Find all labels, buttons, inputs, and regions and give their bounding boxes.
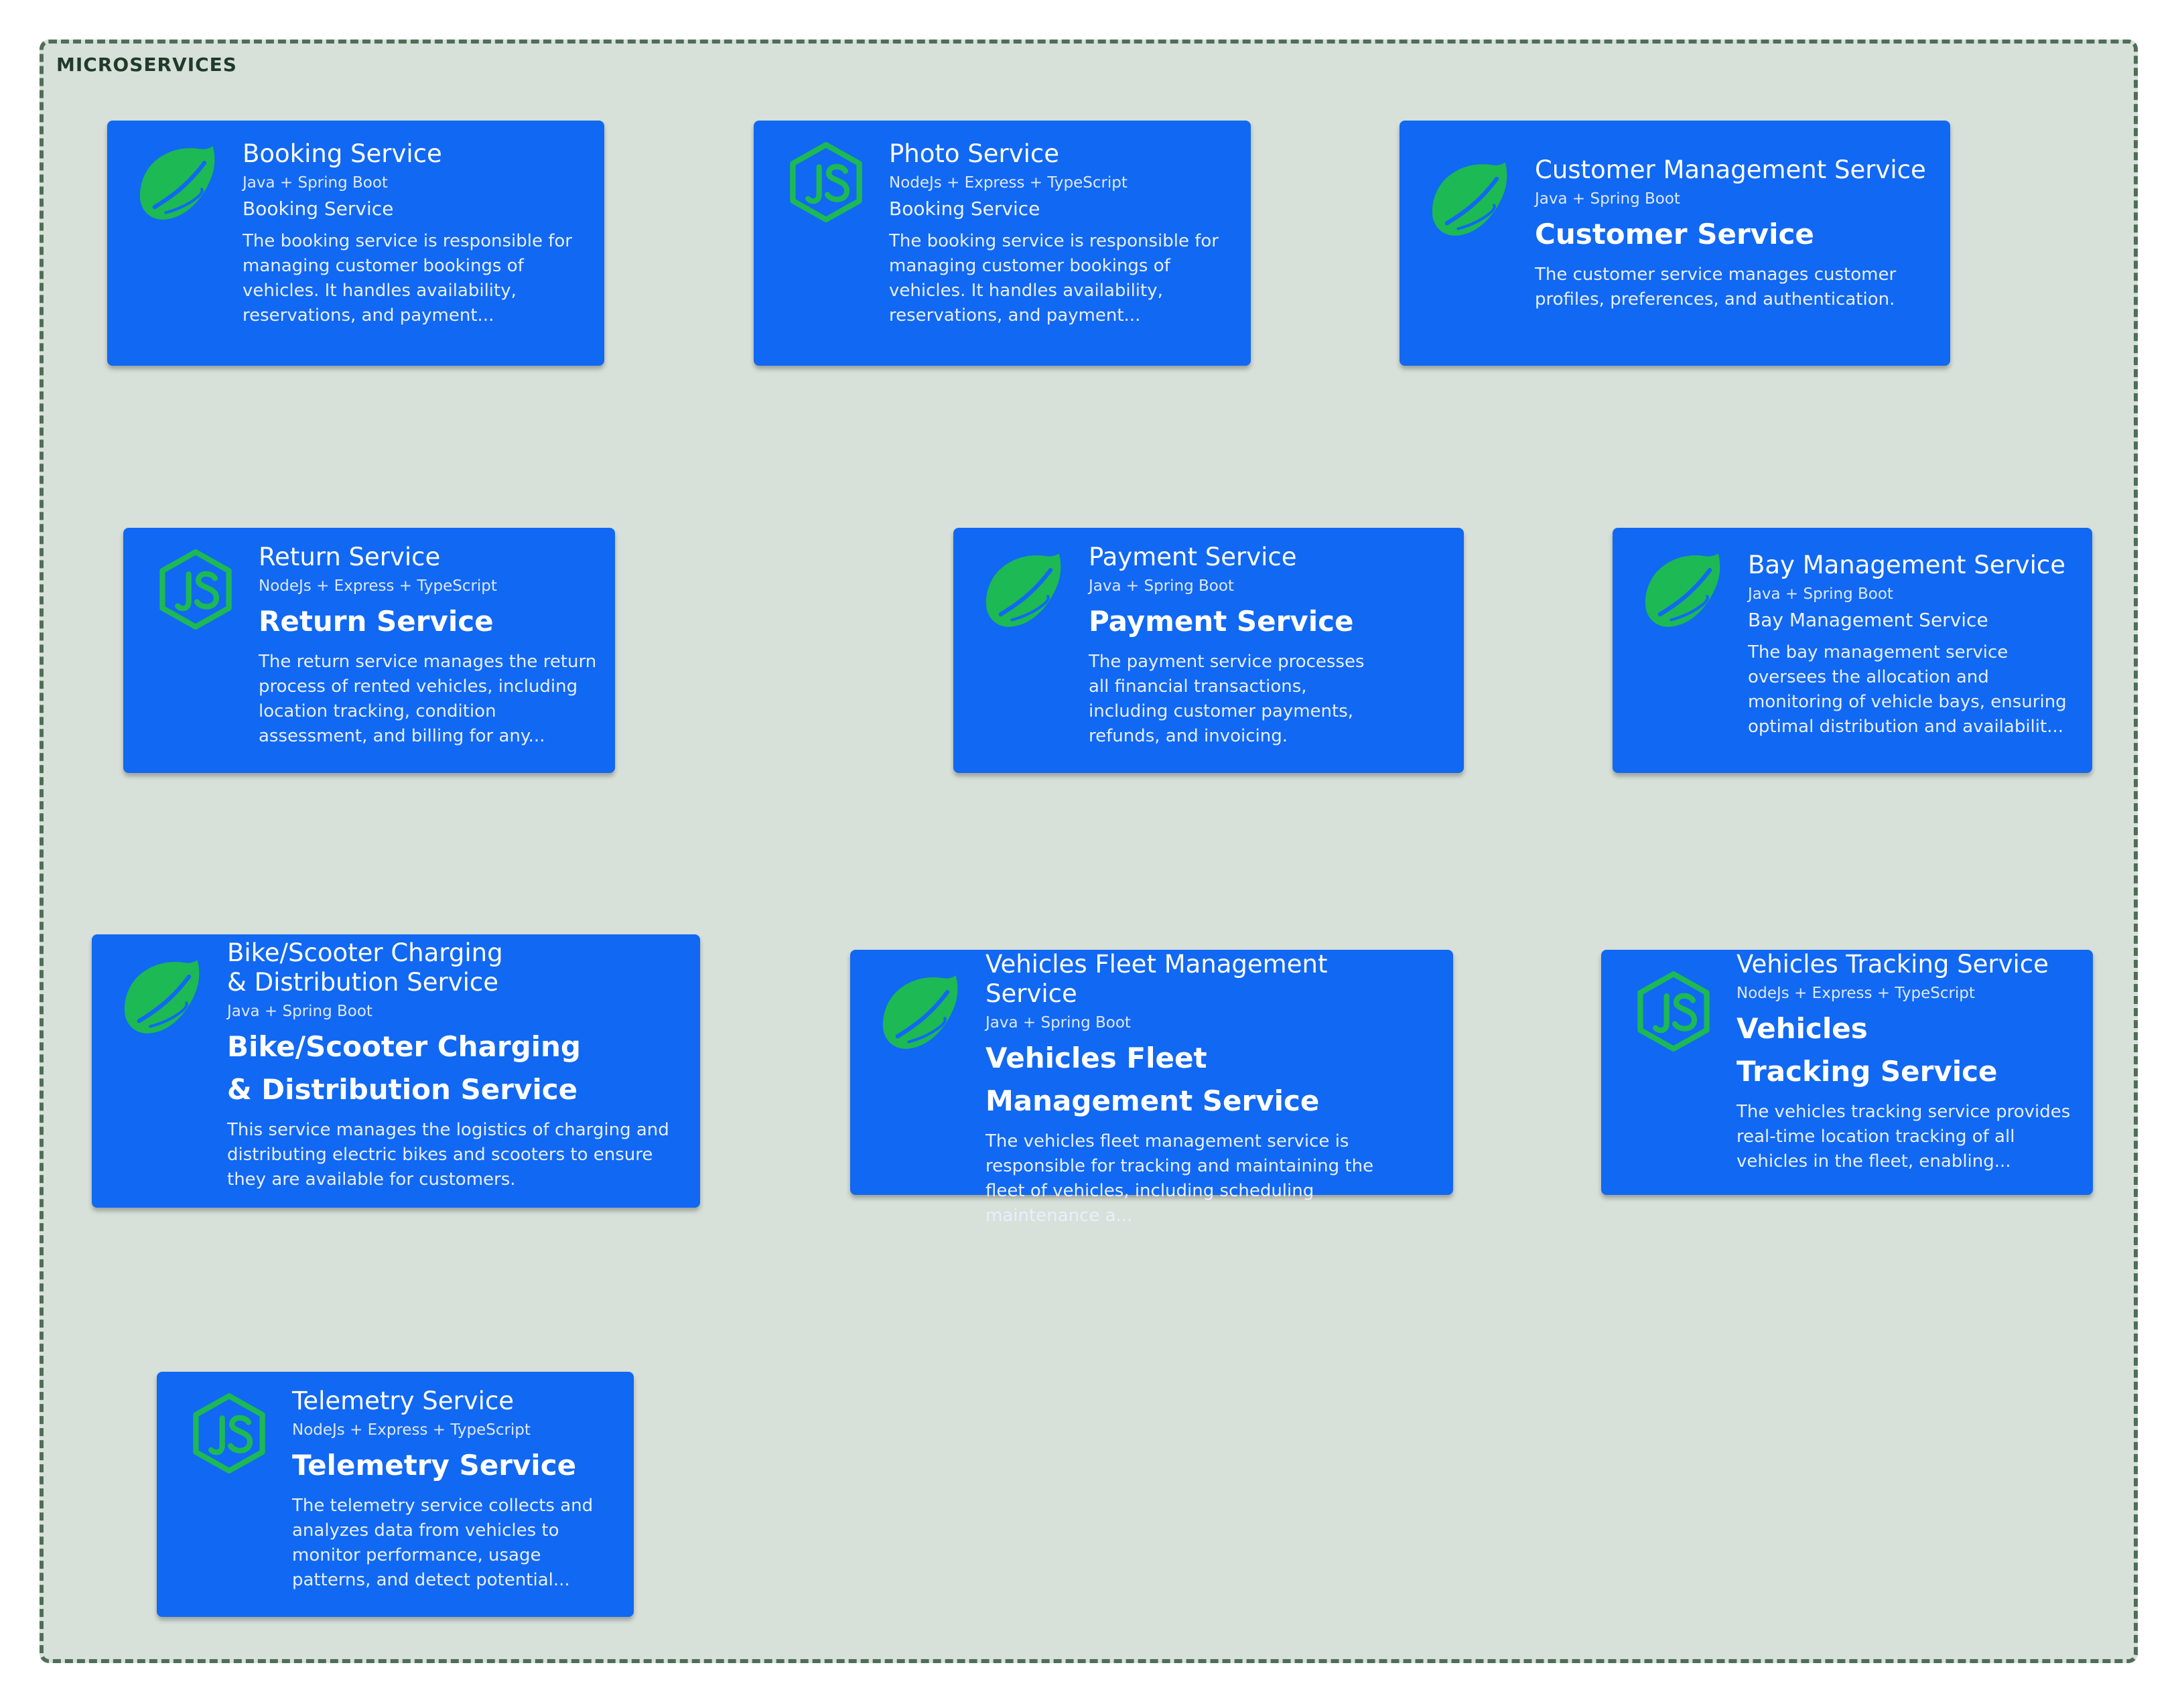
card-description: The vehicles fleet management service is… (985, 1131, 1374, 1226)
card-tech: Java + Spring Boot (985, 1014, 1131, 1031)
card-heading: Booking Service (889, 198, 1040, 220)
card-title: Payment Service (1089, 543, 1297, 571)
card-description: The booking service is responsible for m… (243, 231, 572, 326)
card-heading: Vehicles Tracking Service (1736, 1012, 1998, 1088)
spring-leaf-icon (984, 548, 1067, 631)
return-service-card[interactable]: Return Service NodeJs + Express + TypeSc… (123, 528, 615, 773)
card-heading: Telemetry Service (292, 1449, 577, 1482)
card-description: The return service manages the return pr… (259, 652, 597, 746)
card-description: The customer service manages customer pr… (1535, 265, 1897, 309)
card-tech: NodeJs + Express + TypeScript (292, 1421, 531, 1439)
card-tech: Java + Spring Boot (227, 1003, 372, 1020)
card-title: Vehicles Fleet Management Service (985, 950, 1328, 1008)
card-description: The payment service processes all financ… (1089, 652, 1365, 746)
card-description: The telemetry service collects and analy… (292, 1496, 594, 1590)
card-tech: NodeJs + Express + TypeScript (889, 174, 1128, 192)
card-heading: Customer Service (1535, 218, 1814, 251)
card-title: Customer Management Service (1535, 155, 1926, 184)
customer-management-service-card[interactable]: Customer Management Service Java + Sprin… (1400, 121, 1950, 366)
fleet-management-service-card[interactable]: Vehicles Fleet Management Service Java +… (850, 950, 1453, 1226)
boundary-label: MICROSERVICES (56, 54, 237, 76)
card-title: Telemetry Service (292, 1386, 515, 1415)
card-tech: Java + Spring Boot (1535, 190, 1680, 208)
card-description: This service manages the logistics of ch… (227, 1120, 669, 1190)
card-description: The vehicles tracking service provides r… (1736, 1102, 2071, 1171)
telemetry-service-card[interactable]: Telemetry Service NodeJs + Express + Typ… (157, 1372, 634, 1617)
spring-leaf-icon (1643, 548, 1726, 631)
card-description: The booking service is responsible for m… (889, 231, 1219, 326)
nodejs-hexagon-icon (785, 141, 868, 224)
card-title: Booking Service (243, 139, 442, 168)
vehicles-tracking-service-card[interactable]: Vehicles Tracking Service NodeJs + Expre… (1601, 950, 2093, 1195)
card-heading: Bay Management Service (1748, 609, 1988, 631)
card-description: The bay management service oversees the … (1748, 642, 2067, 737)
card-heading: Payment Service (1089, 605, 1354, 638)
card-heading: Vehicles Fleet Management Service (985, 1042, 1320, 1117)
card-heading: Booking Service (243, 198, 394, 220)
charging-distribution-service-card[interactable]: Bike/Scooter Charging & Distribution Ser… (92, 934, 700, 1208)
card-tech: Java + Spring Boot (243, 174, 388, 192)
card-title: Bike/Scooter Charging & Distribution Ser… (227, 938, 503, 997)
nodejs-hexagon-icon (154, 548, 237, 631)
bay-management-service-card[interactable]: Bay Management Service Java + Spring Boo… (1613, 528, 2092, 773)
card-title: Vehicles Tracking Service (1736, 950, 2049, 979)
card-title: Bay Management Service (1748, 551, 2065, 579)
card-tech: Java + Spring Boot (1748, 585, 1893, 603)
spring-leaf-icon (881, 970, 964, 1053)
card-heading: Bike/Scooter Charging & Distribution Ser… (227, 1030, 581, 1106)
nodejs-hexagon-icon (188, 1392, 271, 1475)
booking-service-card[interactable]: Booking Service Java + Spring Boot Booki… (107, 121, 604, 366)
card-tech: NodeJs + Express + TypeScript (1736, 985, 1975, 1002)
photo-service-card[interactable]: Photo Service NodeJs + Express + TypeScr… (754, 121, 1251, 366)
spring-leaf-icon (123, 954, 206, 1038)
card-tech: Java + Spring Boot (1089, 577, 1234, 595)
card-heading: Return Service (259, 605, 494, 638)
spring-leaf-icon (138, 141, 221, 224)
nodejs-hexagon-icon (1632, 970, 1715, 1053)
spring-leaf-icon (1430, 157, 1513, 240)
card-tech: NodeJs + Express + TypeScript (259, 577, 497, 595)
payment-service-card[interactable]: Payment Service Java + Spring Boot Payme… (953, 528, 1464, 773)
card-title: Photo Service (889, 139, 1060, 168)
card-title: Return Service (259, 543, 441, 571)
